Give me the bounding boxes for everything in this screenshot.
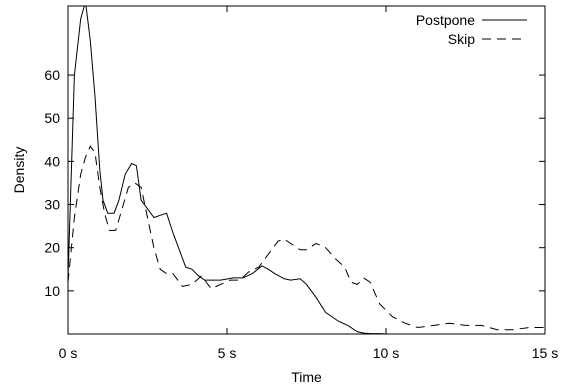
x-tick-label: 15 s: [532, 345, 558, 361]
y-tick-label: 50: [44, 110, 60, 126]
y-tick-label: 60: [44, 67, 60, 83]
x-tick-label: 0 s: [59, 345, 78, 361]
x-axis-label: Time: [291, 369, 322, 385]
y-axis-label: Density: [11, 147, 27, 194]
legend: Postpone Skip: [416, 12, 527, 47]
series-layer: [68, 6, 545, 334]
ticks: 0 s 5 s 10 s 15 s 10 20 30 40 50 60: [44, 6, 558, 361]
legend-label-postpone: Postpone: [416, 12, 475, 28]
series-line-skip: [68, 145, 545, 331]
y-tick-label: 40: [44, 153, 60, 169]
y-tick-label: 30: [44, 197, 60, 213]
x-tick-label: 10 s: [373, 345, 399, 361]
axes: [67, 5, 546, 335]
y-tick-label: 10: [44, 283, 60, 299]
series-line-postpone: [68, 6, 545, 334]
plot-frame: [67, 5, 546, 335]
y-tick-label: 20: [44, 240, 60, 256]
x-tick-label: 5 s: [218, 345, 237, 361]
legend-label-skip: Skip: [448, 31, 475, 47]
